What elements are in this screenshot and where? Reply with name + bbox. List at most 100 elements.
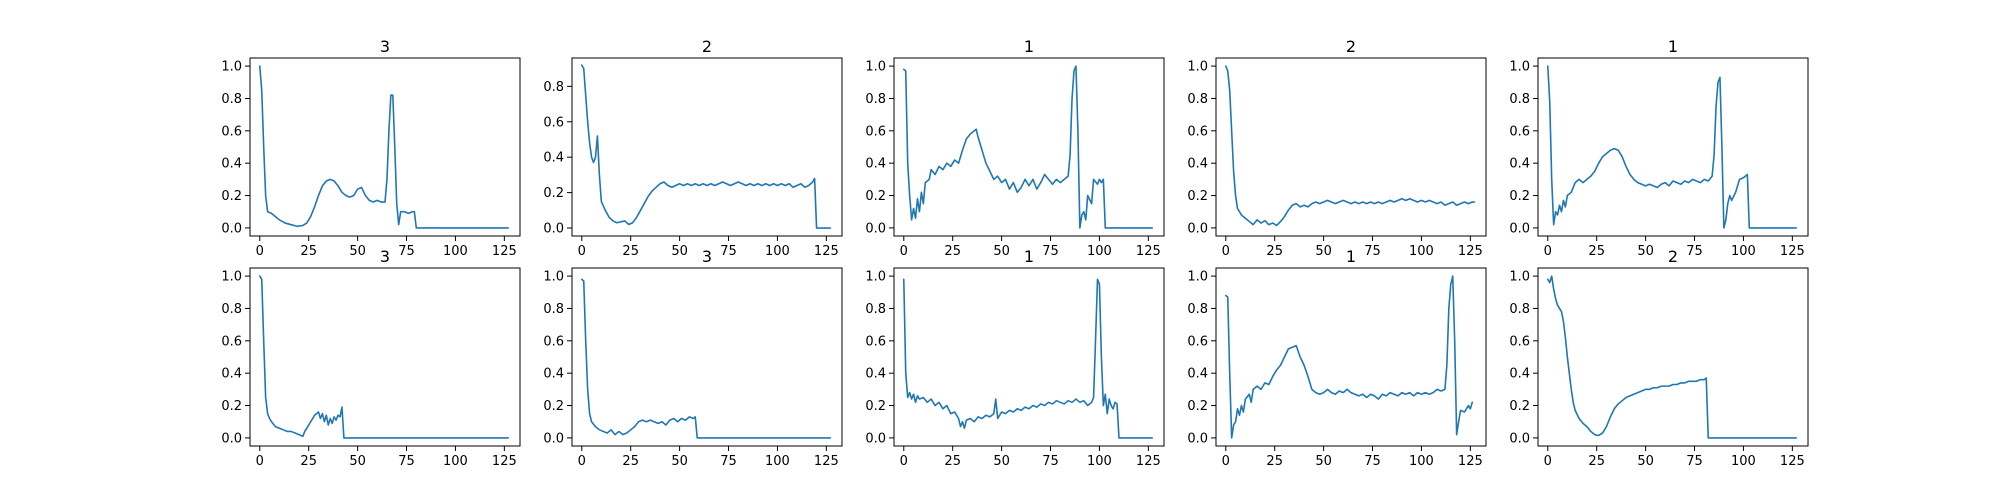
x-tick-label: 125 — [1136, 244, 1161, 259]
y-tick-label: 0.0 — [865, 431, 886, 446]
axes-frame — [1537, 57, 1809, 237]
y-tick-label: 1.0 — [1509, 270, 1530, 285]
x-tick-label: 125 — [492, 244, 517, 259]
y-tick-label: 0.6 — [221, 334, 242, 349]
x-tick-label: 125 — [492, 454, 517, 469]
x-tick-label: 125 — [1780, 454, 1805, 469]
axes-frame — [571, 57, 843, 237]
series-line — [1224, 275, 1474, 439]
axes-frame — [893, 57, 1165, 237]
x-tick-label: 100 — [1409, 244, 1434, 259]
y-tick-label: 0.0 — [1187, 221, 1208, 236]
panel-title: 2 — [1668, 247, 1678, 266]
x-tick-label: 75 — [720, 244, 737, 259]
y-tick-label: 0.8 — [221, 92, 242, 107]
x-tick-label: 25 — [1588, 244, 1605, 259]
x-tick-label: 25 — [300, 454, 317, 469]
chart-panel: 0 25 50 75 100 125 0.0 0.2 0.4 0.6 0.8 1.0 2 — [1509, 247, 1809, 469]
y-tick-label: 1.0 — [865, 60, 886, 75]
x-tick-label: 50 — [1637, 244, 1654, 259]
y-tick-label: 0.0 — [1187, 431, 1208, 446]
x-tick-label: 50 — [993, 244, 1010, 259]
panel-title: 1 — [1346, 247, 1356, 266]
y-tick-label: 0.2 — [543, 186, 564, 201]
y-tick-label: 0.2 — [1187, 189, 1208, 204]
x-tick-label: 0 — [256, 244, 264, 259]
x-tick-label: 0 — [900, 454, 908, 469]
x-tick-label: 25 — [1266, 454, 1283, 469]
y-tick-label: 0.6 — [221, 124, 242, 139]
y-tick-label: 0.2 — [543, 399, 564, 414]
y-tick-label: 1.0 — [1187, 270, 1208, 285]
axes-frame — [1537, 267, 1809, 447]
series-line — [258, 275, 510, 439]
y-tick-label: 1.0 — [221, 60, 242, 75]
y-tick-label: 0.6 — [543, 115, 564, 130]
series-line — [1224, 65, 1476, 227]
x-tick-label: 75 — [398, 454, 415, 469]
axes-frame — [571, 267, 843, 447]
y-tick-label: 0.0 — [543, 222, 564, 237]
y-tick-label: 0.4 — [543, 367, 564, 382]
panel-title: 1 — [1024, 37, 1034, 56]
y-tick-label: 0.4 — [1509, 157, 1530, 172]
axes-frame — [1215, 267, 1487, 447]
x-tick-label: 100 — [1409, 454, 1434, 469]
panel-title: 3 — [702, 247, 712, 266]
y-tick-label: 0.2 — [865, 399, 886, 414]
chart-panel: 0 25 50 75 100 125 0.0 0.2 0.4 0.6 0.8 1.0 3 — [543, 247, 843, 469]
x-tick-label: 75 — [1686, 244, 1703, 259]
x-tick-label: 50 — [1315, 244, 1332, 259]
x-tick-label: 0 — [1222, 244, 1230, 259]
y-tick-label: 0.4 — [221, 367, 242, 382]
chart-panel: 0 25 50 75 100 125 0.0 0.2 0.4 0.6 0.8 1.0 1 — [865, 37, 1165, 259]
y-tick-label: 1.0 — [543, 270, 564, 285]
axes-frame — [1215, 57, 1487, 237]
x-tick-label: 75 — [1686, 454, 1703, 469]
y-tick-label: 0.8 — [865, 92, 886, 107]
x-tick-label: 75 — [398, 244, 415, 259]
y-tick-label: 0.0 — [1509, 221, 1530, 236]
panel-title: 3 — [380, 37, 390, 56]
y-tick-label: 0.0 — [865, 221, 886, 236]
y-tick-label: 0.8 — [543, 80, 564, 95]
x-tick-label: 75 — [1042, 244, 1059, 259]
series-line — [258, 65, 510, 229]
x-tick-label: 100 — [1087, 454, 1112, 469]
y-tick-label: 0.4 — [1509, 367, 1530, 382]
x-tick-label: 125 — [814, 454, 839, 469]
x-tick-label: 100 — [1731, 244, 1756, 259]
chart-panel: 0 25 50 75 100 125 0.0 0.2 0.4 0.6 0.8 2 — [543, 37, 843, 259]
x-tick-label: 50 — [1637, 454, 1654, 469]
x-tick-label: 25 — [1266, 244, 1283, 259]
x-tick-label: 25 — [300, 244, 317, 259]
x-tick-label: 75 — [1042, 454, 1059, 469]
series-line — [1546, 65, 1798, 229]
y-tick-label: 0.2 — [221, 189, 242, 204]
x-tick-label: 25 — [622, 454, 639, 469]
x-tick-label: 0 — [1544, 454, 1552, 469]
y-tick-label: 0.0 — [1509, 431, 1530, 446]
y-tick-label: 0.6 — [1187, 124, 1208, 139]
y-tick-label: 0.6 — [1187, 334, 1208, 349]
x-tick-label: 25 — [944, 244, 961, 259]
y-tick-label: 0.4 — [543, 151, 564, 166]
y-tick-label: 0.2 — [865, 189, 886, 204]
y-tick-label: 0.8 — [1187, 302, 1208, 317]
y-tick-label: 0.4 — [1187, 157, 1208, 172]
x-tick-label: 0 — [1544, 244, 1552, 259]
y-tick-label: 0.8 — [543, 302, 564, 317]
y-tick-label: 0.8 — [865, 302, 886, 317]
x-tick-label: 100 — [765, 244, 790, 259]
y-tick-label: 0.6 — [865, 334, 886, 349]
chart-panel: 0 25 50 75 100 125 0.0 0.2 0.4 0.6 0.8 1.0 1 — [865, 247, 1165, 469]
y-tick-label: 0.2 — [1509, 189, 1530, 204]
y-tick-label: 0.4 — [865, 157, 886, 172]
x-tick-label: 25 — [622, 244, 639, 259]
y-tick-label: 0.6 — [1509, 124, 1530, 139]
x-tick-label: 50 — [671, 454, 688, 469]
y-tick-label: 0.2 — [1509, 399, 1530, 414]
series-line — [580, 278, 832, 439]
